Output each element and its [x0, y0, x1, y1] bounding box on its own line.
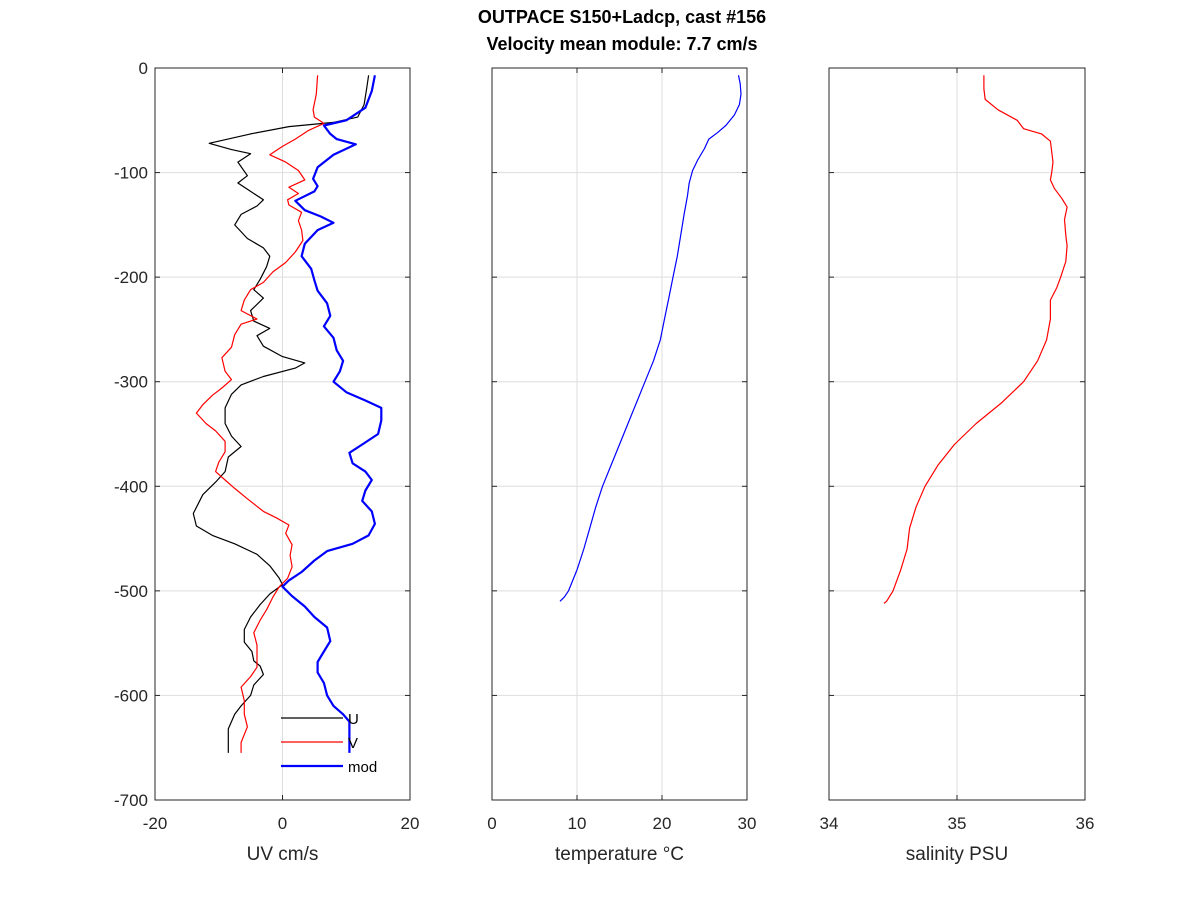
chart-title-line2: Velocity mean module: 7.7 cm/s	[486, 34, 757, 54]
velocity-x-tick-label: 20	[401, 814, 420, 833]
temperature-x-axis-label: temperature °C	[555, 844, 684, 865]
salinity-x-tick-label: 36	[1076, 814, 1095, 833]
salinity-x-tick-label: 34	[820, 814, 839, 833]
legend-label-mod: mod	[348, 759, 377, 776]
velocity-data	[192, 75, 383, 753]
temperature-axes-background	[492, 68, 747, 800]
temperature-profile-line	[559, 75, 742, 602]
velocity-y-tick-label: -100	[114, 164, 148, 183]
legend-label-u: U	[348, 711, 359, 728]
salinity-grid	[829, 68, 1085, 800]
salinity-x-tick-label: 35	[948, 814, 967, 833]
temperature-grid	[492, 68, 747, 800]
velocity-y-tick-label: -600	[114, 686, 148, 705]
velocity-panel: -20 0 200-100-200-300-400-500-600-700 UV c…	[114, 59, 419, 865]
velocity-y-tick-label: -300	[114, 373, 148, 392]
chart-title-line1: OUTPACE S150+Ladcp, cast #156	[478, 7, 766, 27]
velocity-ticks: -20 0 200-100-200-300-400-500-600-700	[114, 59, 419, 833]
temperature-panel: 0 10 20 30 temperature °C	[487, 67, 757, 865]
u-profile-line	[192, 75, 370, 753]
velocity-x-axis-label: UV cm/s	[247, 844, 319, 865]
temperature-x-tick-label: 0	[487, 814, 496, 833]
velocity-y-tick-label: -500	[114, 582, 148, 601]
velocity-x-tick-label: -20	[143, 814, 168, 833]
velocity-y-tick-label: -400	[114, 477, 148, 496]
velocity-x-tick-label: 0	[278, 814, 287, 833]
temperature-ticks: 0 10 20 30	[487, 67, 757, 833]
temperature-x-tick-label: 10	[568, 814, 587, 833]
salinity-data	[883, 75, 1068, 604]
temperature-x-tick-label: 30	[738, 814, 757, 833]
temperature-axes-box	[491, 67, 748, 801]
velocity-y-tick-label: -200	[114, 268, 148, 287]
temperature-x-tick-label: 20	[653, 814, 672, 833]
salinity-panel: 34 35 36 salinity PSU	[820, 67, 1095, 865]
temperature-data	[559, 75, 742, 602]
velocity-grid	[155, 68, 410, 800]
velocity-y-tick-label: -700	[114, 791, 148, 810]
mod-profile-line	[281, 75, 383, 753]
velocity-legend: U V mod	[281, 711, 377, 776]
v-profile-line	[195, 75, 325, 753]
velocity-y-tick-label: 0	[139, 59, 148, 78]
salinity-profile-line	[883, 75, 1068, 604]
legend-label-v: V	[348, 735, 358, 752]
salinity-x-axis-label: salinity PSU	[906, 844, 1008, 865]
salinity-ticks: 34 35 36	[820, 67, 1095, 833]
